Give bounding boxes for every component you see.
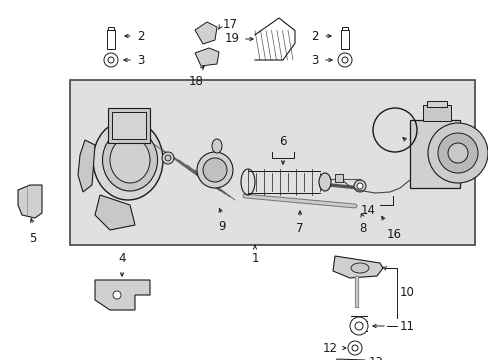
Text: 19: 19 [224,32,240,45]
Text: 18: 18 [188,75,203,88]
Ellipse shape [318,173,330,191]
Circle shape [197,152,232,188]
Bar [112,112,146,139]
Polygon shape [78,140,95,192]
Circle shape [347,341,361,355]
Circle shape [354,322,362,330]
Bar [108,108,150,143]
Ellipse shape [212,139,222,153]
Text: 2: 2 [137,30,144,42]
Circle shape [108,57,114,63]
Text: 5: 5 [29,232,37,245]
Circle shape [356,183,362,189]
Text: 9: 9 [218,220,225,233]
Bar [107,30,115,49]
Ellipse shape [102,129,157,191]
Polygon shape [95,280,150,310]
Polygon shape [95,195,135,230]
Bar [334,174,342,182]
Circle shape [341,57,347,63]
Ellipse shape [350,263,368,273]
Text: 10: 10 [399,287,414,300]
Polygon shape [195,48,219,66]
Text: 3: 3 [311,54,318,67]
Circle shape [104,53,118,67]
Circle shape [162,152,174,164]
Text: 16: 16 [386,228,401,241]
Circle shape [349,317,367,335]
Text: 2: 2 [311,30,318,42]
Text: 11: 11 [399,320,414,333]
Text: 1: 1 [251,252,258,265]
Text: 3: 3 [137,54,144,67]
Circle shape [437,133,477,173]
Text: 6: 6 [279,135,286,148]
Text: 14: 14 [360,203,375,216]
Bar [426,101,446,107]
Text: 8: 8 [359,222,366,235]
Text: 17: 17 [223,18,238,31]
Circle shape [337,53,351,67]
Polygon shape [332,256,382,278]
Text: 13: 13 [368,356,383,360]
Ellipse shape [93,120,163,200]
Circle shape [447,143,467,163]
Circle shape [353,180,365,192]
Text: 7: 7 [296,222,303,235]
Polygon shape [195,22,217,44]
Circle shape [203,158,226,182]
Circle shape [427,123,487,183]
Text: 4: 4 [118,252,125,265]
Circle shape [164,155,171,161]
Bar [340,30,348,49]
Bar [70,80,474,245]
Circle shape [113,291,121,299]
Polygon shape [334,359,364,360]
Polygon shape [18,185,42,218]
Bar [108,27,114,30]
Bar [342,27,347,30]
Bar [409,120,459,188]
Text: 15: 15 [409,132,424,145]
Ellipse shape [110,137,150,183]
Text: 12: 12 [323,342,337,355]
Circle shape [351,345,357,351]
Bar [422,105,450,121]
